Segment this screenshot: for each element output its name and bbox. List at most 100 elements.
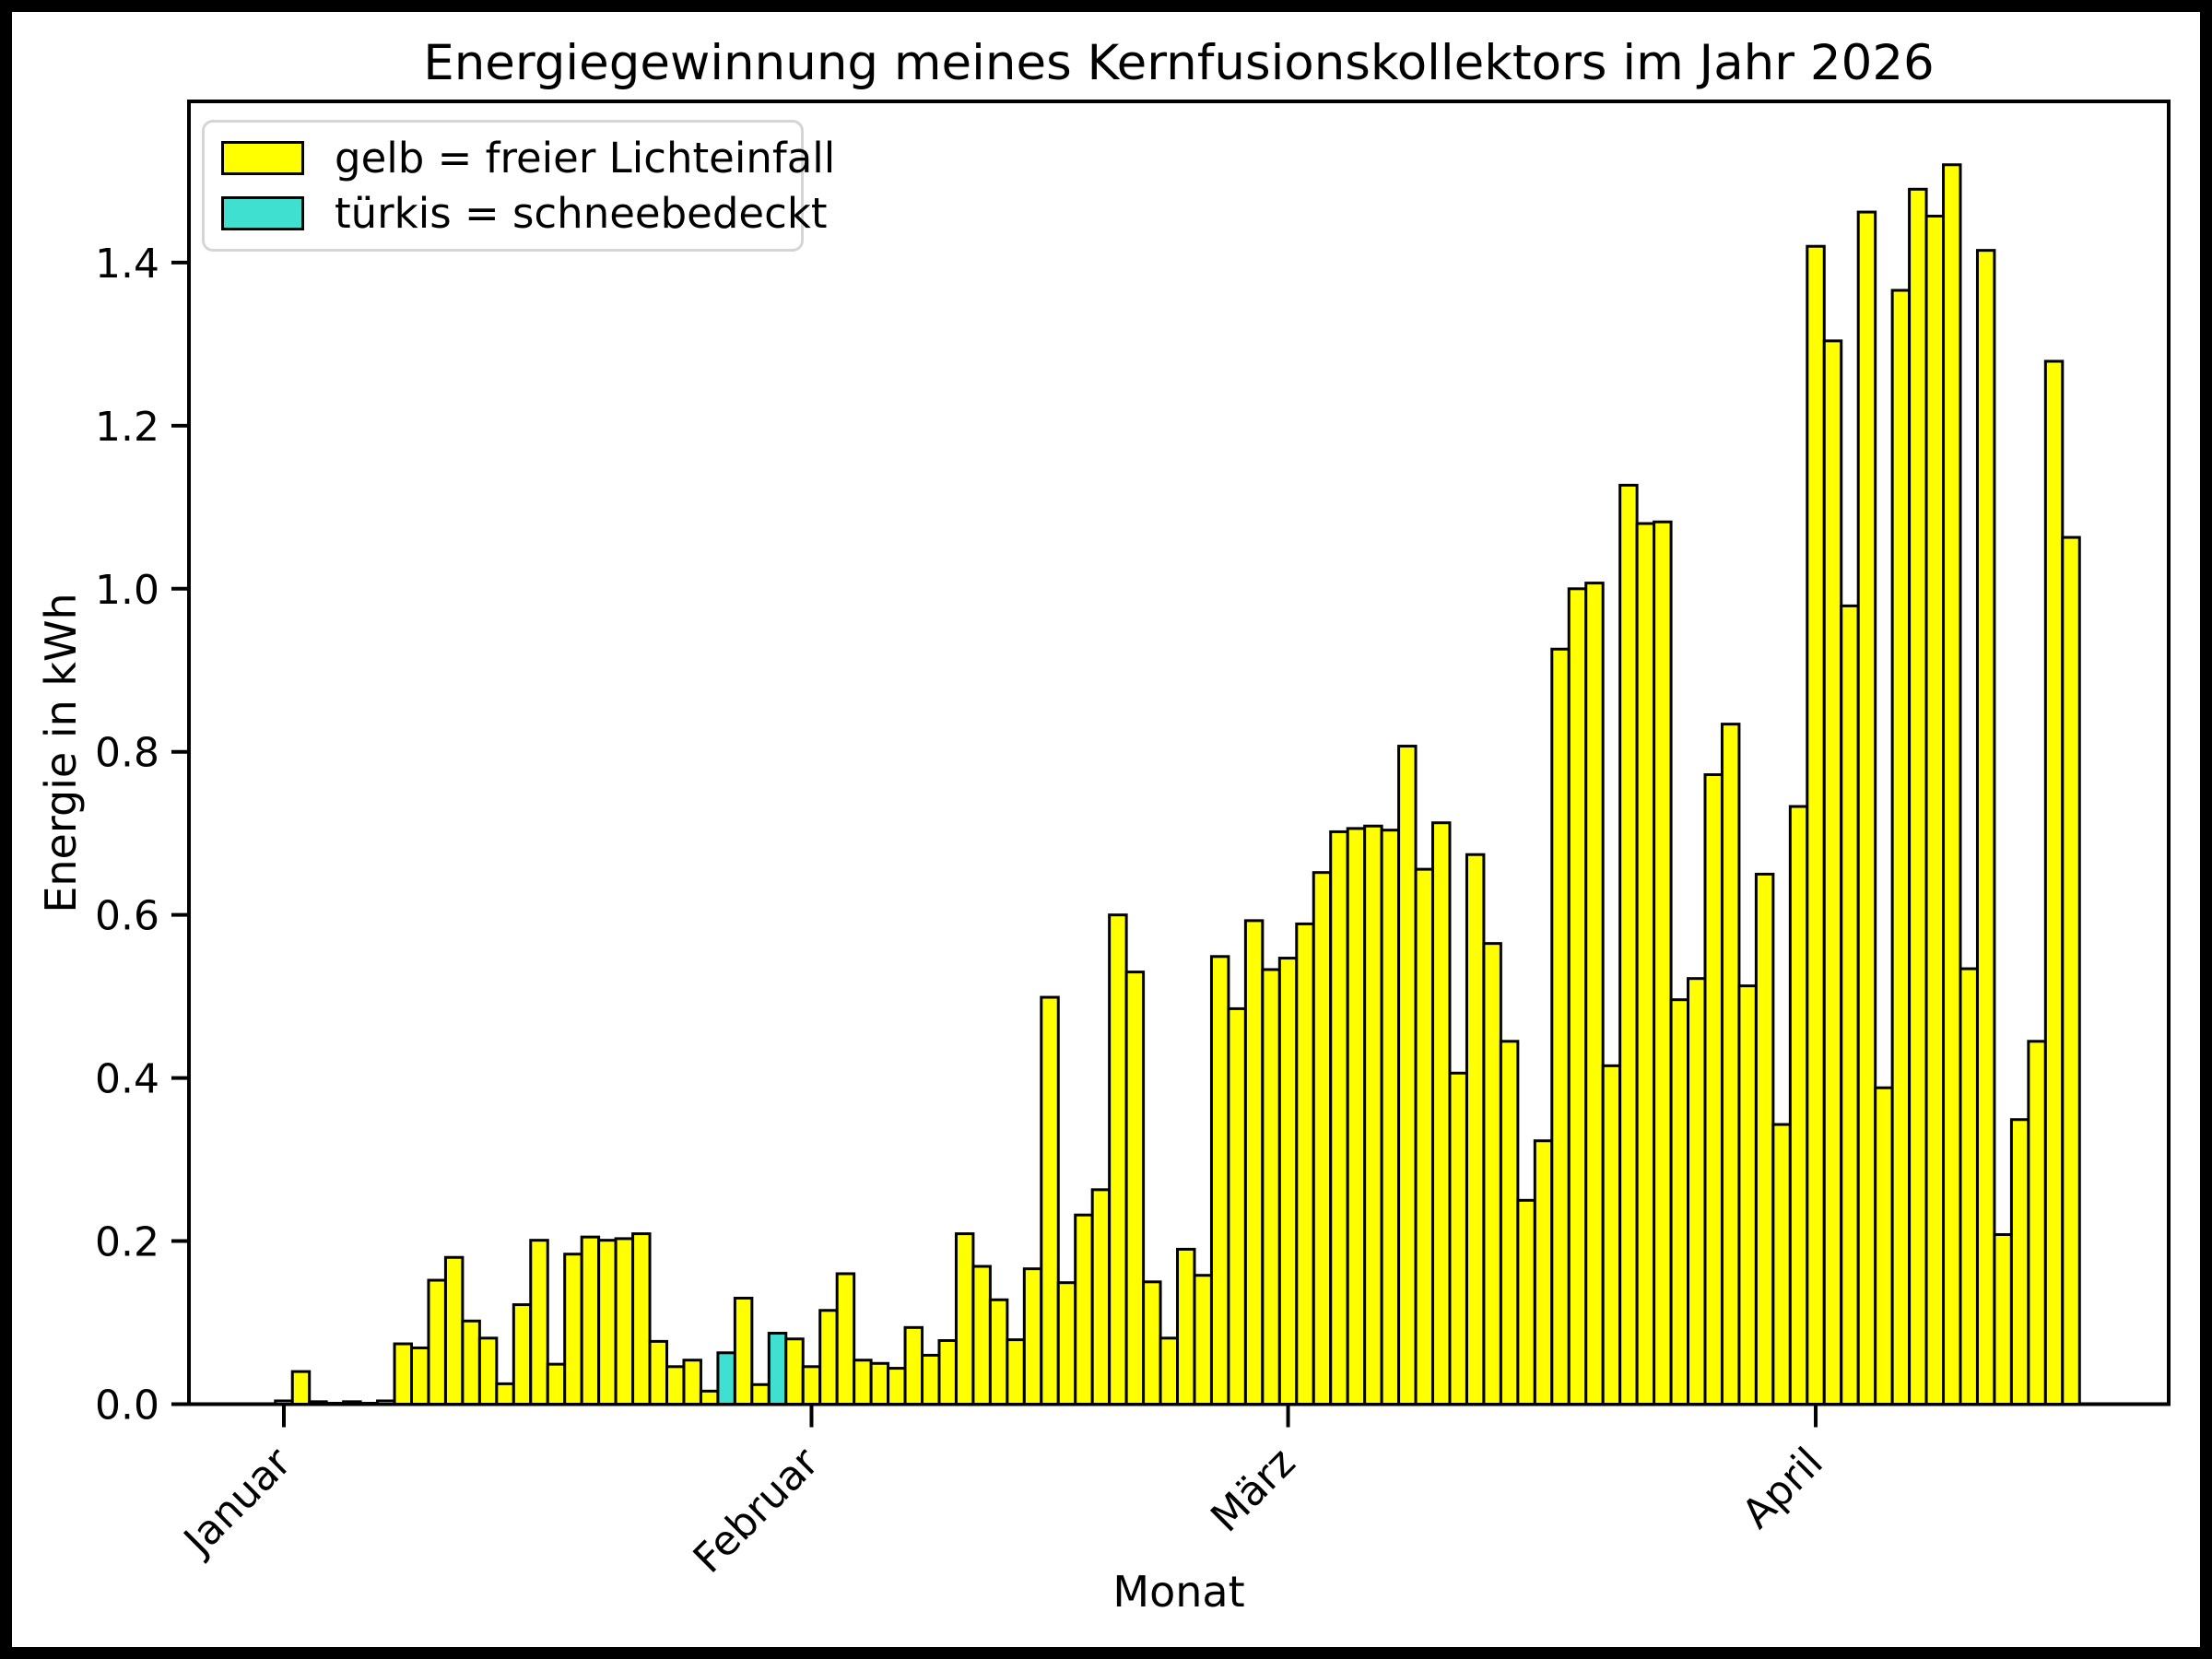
bar-day-67 <box>1397 745 1418 1406</box>
x-tick-label: Februar <box>685 1439 829 1583</box>
legend-swatch-turquoise <box>221 196 304 230</box>
bar-day-78 <box>1584 582 1605 1406</box>
bar-day-48 <box>1074 1213 1094 1406</box>
bar-day-83 <box>1669 998 1690 1406</box>
bar-day-37 <box>887 1367 907 1406</box>
x-tick-label: April <box>1734 1439 1832 1537</box>
bar-day-25 <box>682 1359 702 1406</box>
bar-day-41 <box>954 1232 975 1406</box>
legend-entry-free-light: gelb = freier Lichteinfall <box>221 137 835 179</box>
bar-day-8 <box>393 1342 414 1406</box>
bar-day-87 <box>1737 984 1758 1406</box>
bar-day-58 <box>1243 919 1265 1406</box>
bar-day-79 <box>1601 1064 1622 1406</box>
bar-day-52 <box>1142 1280 1162 1406</box>
x-tick-label: Januar <box>173 1439 300 1566</box>
bar-day-33 <box>818 1309 839 1406</box>
y-tick-label: 0.4 <box>95 1056 159 1103</box>
bar-day-100 <box>1959 967 1979 1406</box>
bar-day-59 <box>1261 968 1281 1406</box>
bar-day-104 <box>2027 1040 2047 1406</box>
bar-day-72 <box>1482 942 1502 1406</box>
bar-day-7 <box>376 1399 396 1406</box>
bar-day-74 <box>1516 1198 1536 1406</box>
bar-day-5 <box>342 1400 362 1406</box>
bar-day-94 <box>1856 210 1877 1406</box>
bar-day-73 <box>1499 1040 1520 1406</box>
bar-day-46 <box>1040 995 1060 1406</box>
bar-day-82 <box>1653 520 1673 1406</box>
bar-day-86 <box>1720 723 1741 1406</box>
bar-day-23 <box>648 1339 669 1406</box>
y-tick-label: 0.0 <box>95 1382 159 1430</box>
y-tick-label: 0.2 <box>95 1219 159 1266</box>
bar-day-3 <box>308 1400 328 1406</box>
bar-day-34 <box>835 1272 856 1406</box>
bar-day-35 <box>853 1359 873 1406</box>
bar-day-53 <box>1159 1336 1180 1406</box>
bar-day-103 <box>2009 1118 2030 1406</box>
page-title: Energiegewinnung meines Kernfusionskolle… <box>423 35 1935 91</box>
bar-day-44 <box>1006 1338 1026 1406</box>
bar-day-39 <box>921 1353 941 1406</box>
bar-day-60 <box>1277 957 1299 1406</box>
legend-swatch-yellow <box>221 141 304 175</box>
bar-day-71 <box>1465 853 1486 1406</box>
bar-day-40 <box>937 1338 958 1406</box>
bar-day-89 <box>1771 1123 1792 1406</box>
bar-day-101 <box>1975 249 1996 1406</box>
bar-day-105 <box>2043 359 2065 1406</box>
bar-day-88 <box>1754 872 1775 1406</box>
bar-day-30 <box>767 1332 788 1406</box>
bar-day-63 <box>1329 830 1349 1406</box>
bar-day-66 <box>1380 829 1401 1406</box>
bar-day-32 <box>801 1365 822 1406</box>
bar-day-106 <box>2061 535 2081 1406</box>
bar-day-42 <box>971 1265 992 1406</box>
bar-day-55 <box>1193 1274 1213 1406</box>
legend-label-snow-covered: türkis = schneebedeckt <box>335 189 828 238</box>
y-tick-label: 0.8 <box>95 730 159 777</box>
bar-day-4 <box>324 1402 346 1406</box>
bar-day-84 <box>1687 977 1707 1406</box>
bar-day-29 <box>750 1382 771 1406</box>
bar-day-19 <box>580 1235 601 1406</box>
bar-day-27 <box>716 1351 736 1406</box>
bar-day-92 <box>1822 339 1843 1406</box>
bar-day-77 <box>1567 587 1588 1406</box>
bar-day-12 <box>461 1319 481 1406</box>
bar-day-61 <box>1295 922 1315 1406</box>
bar-day-96 <box>1890 288 1912 1406</box>
bar-day-16 <box>529 1239 549 1406</box>
bar-day-45 <box>1022 1267 1043 1406</box>
bar-day-47 <box>1056 1281 1077 1406</box>
bar-day-57 <box>1227 1006 1247 1406</box>
bar-day-49 <box>1090 1188 1112 1406</box>
bar-day-43 <box>988 1298 1009 1406</box>
bar-day-38 <box>903 1325 924 1406</box>
bar-day-15 <box>512 1303 533 1406</box>
y-tick-label: 0.6 <box>95 893 159 940</box>
bar-day-31 <box>784 1337 805 1406</box>
bar-day-64 <box>1346 827 1367 1406</box>
bar-day-9 <box>410 1346 430 1406</box>
bar-day-76 <box>1550 647 1571 1406</box>
y-tick-label: 1.4 <box>95 241 159 288</box>
bar-day-18 <box>563 1253 583 1406</box>
bar-day-21 <box>614 1237 635 1406</box>
bar-day-85 <box>1703 773 1724 1406</box>
bar-day-70 <box>1448 1071 1468 1406</box>
bar-day-90 <box>1788 805 1809 1406</box>
bar-day-13 <box>477 1336 499 1406</box>
bar-day-28 <box>733 1296 754 1406</box>
bar-day-62 <box>1312 871 1333 1406</box>
bar-day-1 <box>274 1399 294 1406</box>
bar-day-75 <box>1533 1139 1554 1406</box>
y-tick-label: 1.0 <box>95 567 159 614</box>
bar-day-22 <box>631 1232 652 1406</box>
bar-day-69 <box>1431 821 1452 1406</box>
legend-entry-snow-covered: türkis = schneebedeckt <box>221 193 828 234</box>
bar-day-14 <box>495 1382 515 1406</box>
bar-day-81 <box>1635 522 1656 1406</box>
